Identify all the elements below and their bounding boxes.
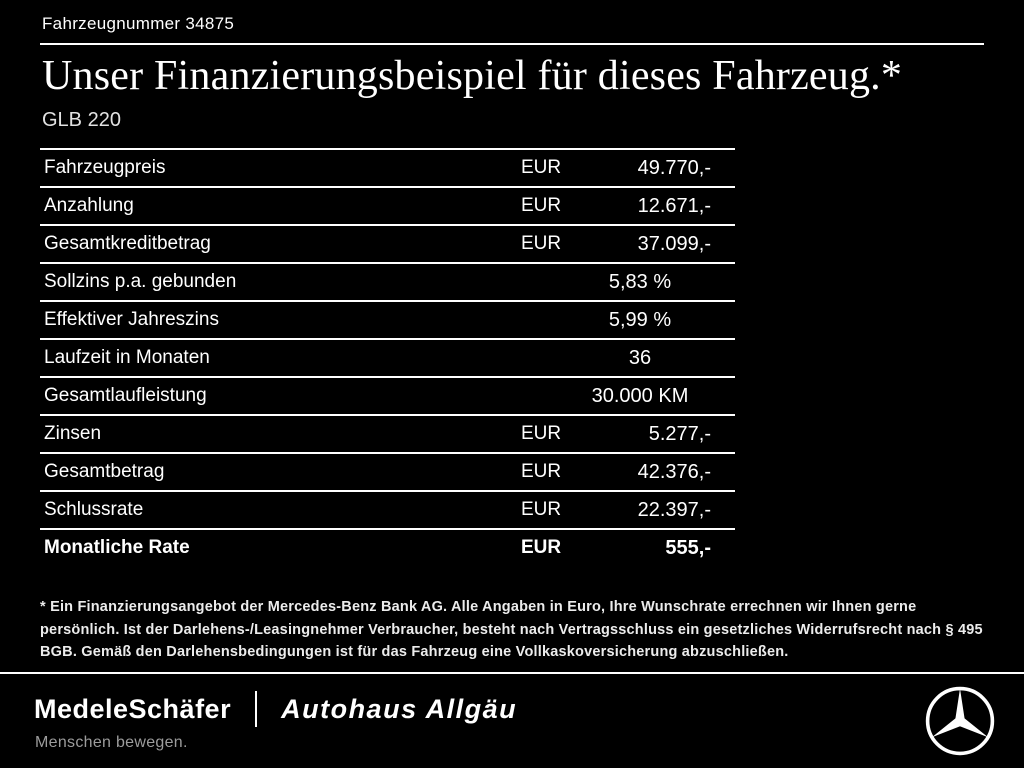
vehicle-number: Fahrzeugnummer 34875: [40, 10, 984, 45]
row-value: 36: [628, 346, 652, 369]
row-value: 37.099,-: [637, 232, 711, 255]
row-currency: EUR: [521, 157, 562, 179]
row-value: 5,99 %: [608, 308, 672, 331]
row-label: Gesamtbetrag: [44, 461, 165, 483]
row-value: 5,83 %: [608, 270, 672, 293]
row-value: 12.671,-: [637, 194, 711, 217]
mercedes-star-icon: [924, 685, 996, 757]
table-row-schlussrate: Schlussrate EUR 22.397,-: [40, 490, 735, 528]
row-value: 555,-: [665, 536, 711, 559]
table-row-fahrzeugpreis: Fahrzeugpreis EUR 49.770,-: [40, 148, 735, 186]
table-row-effektiver-jahreszins: Effektiver Jahreszins 5,99 %: [40, 300, 735, 338]
dealer-logo-medele-schaefer: MedeleSchäfer: [34, 693, 232, 724]
row-label: Anzahlung: [44, 195, 134, 217]
row-currency: EUR: [521, 461, 562, 483]
dealer-logos: MedeleSchäfer Autohaus Allgäu: [0, 674, 1024, 727]
row-label: Gesamtkreditbetrag: [44, 233, 211, 255]
row-value: 22.397,-: [637, 498, 711, 521]
table-row-monatliche-rate: Monatliche Rate EUR 555,-: [40, 528, 735, 566]
finance-example-page: Fahrzeugnummer 34875 Unser Finanzierungs…: [40, 10, 984, 661]
row-label: Effektiver Jahreszins: [44, 309, 219, 331]
row-value: 30.000 KM: [591, 384, 689, 407]
table-row-gesamtbetrag: Gesamtbetrag EUR 42.376,-: [40, 452, 735, 490]
logo-divider: [255, 691, 258, 727]
row-value: 5.277,-: [648, 422, 711, 445]
row-currency: EUR: [521, 195, 562, 217]
vehicle-model: GLB 220: [42, 109, 121, 132]
row-label: Laufzeit in Monaten: [44, 347, 210, 369]
row-currency: EUR: [521, 233, 562, 255]
row-label: Gesamtlaufleistung: [44, 385, 207, 407]
row-label: Schlussrate: [44, 499, 144, 521]
table-row-zinsen: Zinsen EUR 5.277,-: [40, 414, 735, 452]
table-row-gesamtkreditbetrag: Gesamtkreditbetrag EUR 37.099,-: [40, 224, 735, 262]
table-row-anzahlung: Anzahlung EUR 12.671,-: [40, 186, 735, 224]
dealer-footer: MedeleSchäfer Autohaus Allgäu Menschen b…: [0, 672, 1024, 768]
row-label: Monatliche Rate: [44, 537, 190, 559]
row-currency: EUR: [521, 499, 562, 521]
dealer-logo-autohaus-allgaeu: Autohaus Allgäu: [281, 693, 518, 724]
row-currency: EUR: [521, 423, 562, 445]
page-title: Unser Finanzierungsbeispiel für dieses F…: [42, 53, 903, 99]
legal-footnote: * Ein Finanzierungsangebot der Mercedes-…: [40, 599, 983, 661]
table-row-laufzeit: Laufzeit in Monaten 36: [40, 338, 735, 376]
table-row-gesamtlaufleistung: Gesamtlaufleistung 30.000 KM: [40, 376, 735, 414]
dealer-tagline: Menschen bewegen.: [35, 734, 188, 751]
row-label: Zinsen: [44, 423, 102, 445]
row-value: 49.770,-: [637, 156, 711, 179]
finance-table: Fahrzeugpreis EUR 49.770,- Anzahlung EUR…: [40, 148, 735, 566]
row-value: 42.376,-: [637, 460, 711, 483]
table-row-sollzins: Sollzins p.a. gebunden 5,83 %: [40, 262, 735, 300]
row-currency: EUR: [521, 537, 562, 559]
row-label: Fahrzeugpreis: [44, 157, 166, 179]
row-label: Sollzins p.a. gebunden: [44, 271, 237, 293]
